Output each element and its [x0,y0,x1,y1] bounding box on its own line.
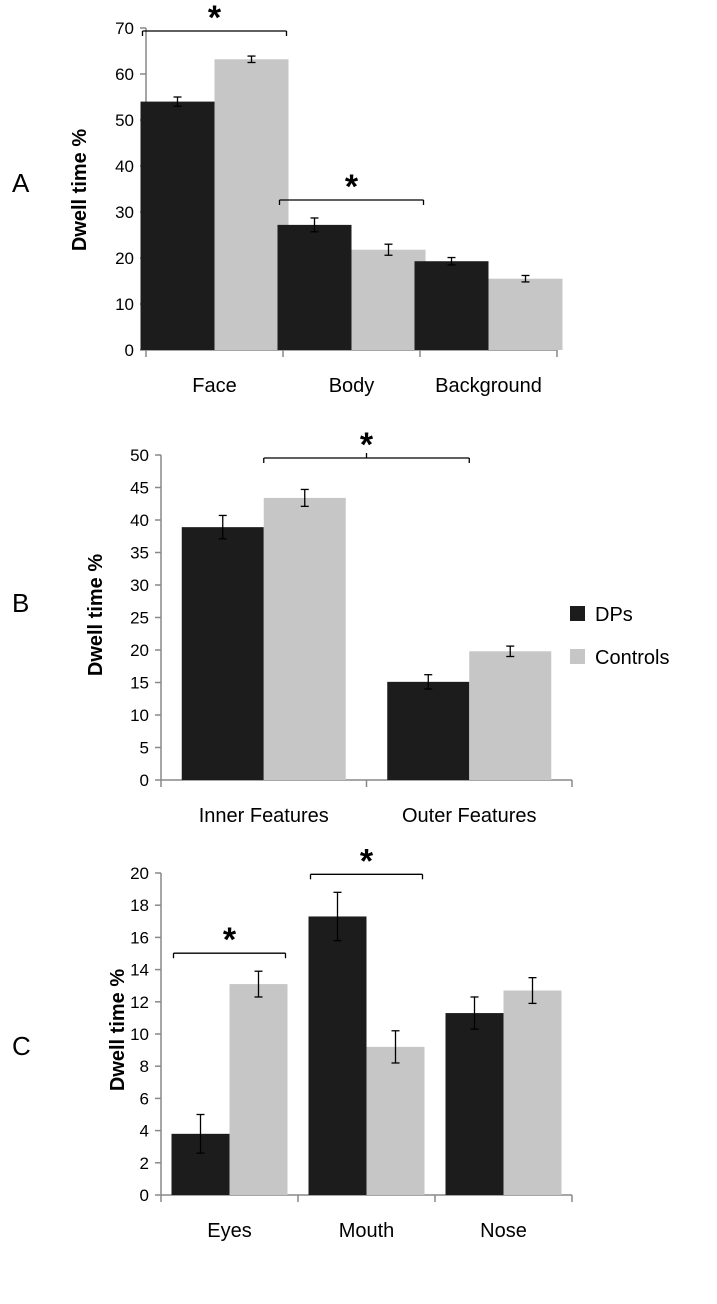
error-bar [247,55,256,64]
error-bar [424,674,433,690]
legend-label-controls: Controls [595,647,669,669]
error-bar [310,217,319,233]
x-category-label: Background [435,375,542,397]
error-bar [333,891,342,942]
significance-bracket: * [263,426,470,464]
error-bar [173,96,182,107]
legend-swatch-dps [570,606,585,621]
y-tick-label: 18 [130,896,149,915]
error-bar [521,274,530,283]
significance-star: * [360,426,374,464]
legend-label-dps: DPs [595,604,633,626]
significance-star: * [208,0,222,37]
error-bar [218,514,227,540]
significance-star: * [223,921,237,959]
y-tick-label: 16 [130,928,149,947]
bar-controls-inner-features [263,497,346,780]
y-tick-label: 2 [140,1154,149,1173]
bar-dps-background [414,261,489,350]
y-tick-label: 15 [130,674,149,693]
bar-dps-nose [445,1013,504,1195]
y-tick-label: 50 [130,446,149,465]
bar-dps-inner-features [181,527,264,780]
y-tick-label: 12 [130,993,149,1012]
y-tick-label: 70 [115,19,134,38]
y-tick-label: 20 [130,641,149,660]
y-tick-label: 0 [140,771,149,790]
y-tick-label: 10 [130,706,149,725]
bar-dps-outer-features [387,681,470,780]
y-tick-label: 5 [140,739,149,758]
error-bar [506,645,515,658]
error-bar [447,256,456,266]
error-bar [470,996,479,1030]
y-tick-label: 4 [140,1122,149,1141]
x-category-label: Mouth [339,1220,395,1242]
significance-bracket: * [309,842,424,880]
chart-panel-c: C Dwell time % 0 2 4 6 8 10 12 14 16 18 20 Eyes Mouth N… [12,842,573,1242]
error-bar [384,243,393,256]
y-tick-label: 40 [130,511,149,530]
y-axis-label: Dwell time % [85,554,107,676]
y-tick-label: 8 [140,1057,149,1076]
significance-star: * [360,842,374,880]
bar-controls-nose [503,990,562,1195]
bar-dps-body [277,224,352,350]
bar-dps-mouth [308,916,367,1195]
x-category-label: Eyes [207,1220,251,1242]
error-bar [196,1113,205,1154]
bar-controls-eyes [229,984,288,1195]
error-bar [254,970,263,998]
y-axis-label: Dwell time % [69,129,91,251]
y-tick-label: 35 [130,544,149,563]
significance-bracket: * [141,0,288,37]
panel-label: C [12,1031,31,1061]
panel-label: A [12,168,30,198]
chart-panel-b: B Dwell time % 0 5 10 15 20 25 30 35 40 45 50 Inner F… [12,426,573,827]
x-category-label: Outer Features [402,805,537,827]
error-bar [300,488,309,508]
y-tick-label: 0 [125,341,134,360]
y-tick-label: 0 [140,1186,149,1205]
y-axis-label: Dwell time % [107,969,129,1091]
y-tick-label: 20 [115,249,134,268]
y-tick-label: 6 [140,1089,149,1108]
y-tick-label: 25 [130,609,149,628]
y-tick-label: 14 [130,961,149,980]
legend-swatch-controls [570,649,585,664]
x-category-label: Inner Features [199,805,329,827]
x-category-label: Body [329,375,375,397]
error-bar [528,977,537,1005]
bar-controls-outer-features [469,651,552,780]
y-tick-label: 20 [130,864,149,883]
y-tick-label: 30 [130,576,149,595]
significance-star: * [345,168,359,206]
y-tick-label: 40 [115,157,134,176]
y-tick-label: 10 [115,295,134,314]
y-tick-label: 50 [115,111,134,130]
bar-controls-background [488,278,563,350]
bar-controls-mouth [366,1046,425,1195]
bar-dps-face [140,101,215,350]
y-tick-label: 10 [130,1025,149,1044]
bar-controls-body [351,249,426,350]
x-category-label: Face [192,375,236,397]
significance-bracket: * [172,921,287,959]
y-tick-label: 60 [115,65,134,84]
legend: DPs Controls [570,604,669,669]
error-bar [391,1030,400,1064]
significance-bracket: * [278,168,425,206]
panel-label: B [12,588,29,618]
bar-controls-face [214,59,289,350]
y-tick-label: 30 [115,203,134,222]
y-tick-label: 45 [130,479,149,498]
chart-panel-a: A Dwell time % 0 10 20 30 40 50 60 70 Face Body Back… [12,0,563,397]
x-category-label: Nose [480,1220,527,1242]
